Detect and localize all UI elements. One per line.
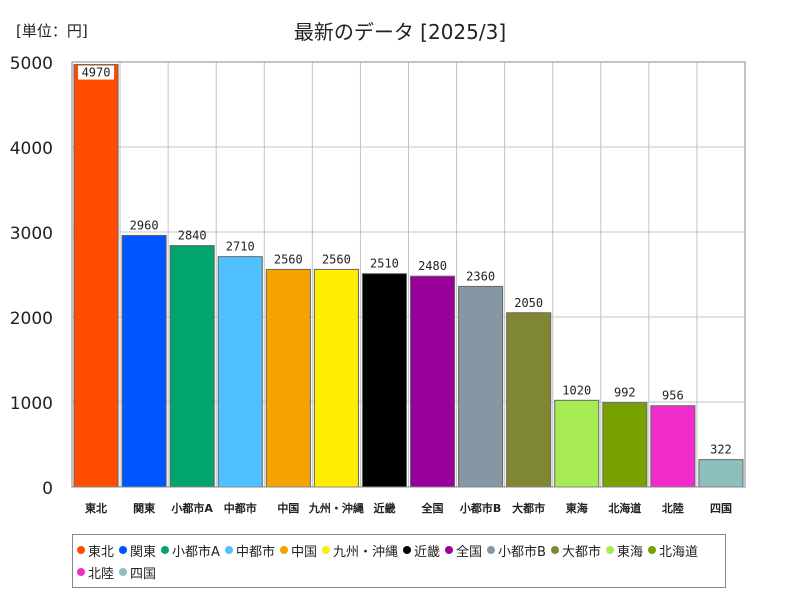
value-label: 322 — [710, 443, 732, 457]
legend-label: 四国 — [130, 566, 157, 582]
category-label: 中都市 — [224, 501, 257, 515]
legend-swatch — [647, 546, 656, 554]
category-label: 北陸 — [662, 501, 684, 515]
bar — [602, 402, 648, 488]
value-label: 956 — [662, 389, 684, 403]
value-label: 2560 — [322, 252, 351, 266]
legend-item: 九州・沖縄 — [321, 539, 398, 561]
legend-item: 東北 — [77, 539, 114, 561]
chart-legend: 東北 関東 小都市A 中都市 中国 九州・沖縄 近畿 全国 小都市B 大都市 東海 北海道北陸 四国 — [72, 534, 726, 588]
category-label: 小都市A — [170, 501, 213, 515]
value-label: 2360 — [466, 269, 495, 283]
legend-item: 中国 — [279, 539, 317, 561]
legend-item: 東海 — [605, 539, 643, 561]
value-label: 2960 — [130, 218, 159, 232]
category-label: 九州・沖縄 — [308, 501, 364, 515]
value-label: 1020 — [562, 383, 591, 397]
y-tick-label: 5000 — [10, 54, 53, 74]
legend-label: 小都市B — [498, 544, 546, 560]
value-label: 2560 — [274, 252, 303, 266]
legend-item: 関東 — [119, 539, 156, 561]
bar — [73, 64, 119, 488]
chart-title: 最新のデータ [2025/3] — [293, 20, 507, 44]
legend-swatch — [550, 546, 559, 554]
value-label: 2510 — [370, 257, 399, 271]
legend-swatch — [279, 546, 288, 554]
y-tick-label: 2000 — [10, 309, 53, 329]
legend-item: 大都市 — [550, 539, 601, 561]
legend-label: 北陸 — [88, 566, 115, 582]
legend-label: 関東 — [130, 544, 157, 560]
value-label: 2840 — [178, 229, 207, 243]
bar — [554, 399, 600, 488]
legend-item: 四国 — [119, 561, 156, 583]
bar — [169, 245, 215, 488]
legend-swatch — [402, 546, 411, 554]
legend-swatch — [77, 546, 85, 554]
value-label: 2050 — [514, 296, 543, 310]
legend-swatch — [77, 568, 85, 576]
category-label: 近畿 — [373, 501, 395, 515]
category-label: 全国 — [421, 501, 444, 515]
legend-label: 北海道 — [658, 544, 698, 560]
bar — [410, 275, 456, 488]
legend-swatch — [224, 546, 233, 554]
category-label: 中国 — [277, 501, 299, 515]
category-label: 東北 — [85, 501, 107, 515]
unit-label: [単位：円] — [16, 22, 88, 40]
legend-label: 大都市 — [561, 544, 601, 560]
y-tick-label: 0 — [42, 479, 53, 499]
legend-swatch — [605, 546, 614, 554]
legend-item: 中都市 — [224, 539, 275, 561]
category-label: 東海 — [566, 501, 588, 515]
legend-label: 全国 — [456, 544, 483, 560]
category-label: 北海道 — [608, 501, 641, 515]
value-label: 2710 — [226, 240, 255, 254]
legend-item: 北海道 — [647, 539, 698, 561]
legend-label: 中都市 — [235, 544, 275, 560]
value-label: 992 — [614, 386, 636, 400]
bar — [506, 312, 552, 488]
legend-item: 小都市B — [487, 539, 546, 561]
bar — [313, 268, 359, 488]
value-label-bg — [78, 65, 115, 80]
bar — [698, 459, 744, 488]
bar — [265, 268, 311, 488]
plot-frame — [71, 61, 746, 488]
category-label: 小都市B — [459, 501, 501, 515]
legend-item: 近畿 — [402, 539, 440, 561]
category-label: 四国 — [710, 502, 732, 515]
legend-label: 中国 — [290, 544, 317, 560]
bar-chart: 0 1000 2000 3000 4000 5000 4970 東北 2960 関東 2840 小都市… — [10, 54, 746, 515]
legend-swatch — [321, 546, 330, 554]
y-tick-label: 1000 — [10, 394, 53, 414]
legend-swatch — [119, 568, 128, 576]
bar — [650, 405, 696, 488]
bar — [458, 285, 504, 488]
legend-label: 東海 — [616, 544, 643, 560]
legend-swatch — [161, 546, 170, 554]
legend-label: 近畿 — [413, 544, 440, 560]
legend-item: 全国 — [445, 539, 482, 561]
legend-swatch — [445, 546, 453, 554]
y-tick-label: 3000 — [10, 224, 53, 244]
legend-label: 東北 — [88, 544, 115, 560]
value-label: 2480 — [418, 259, 447, 273]
category-label: 大都市 — [512, 501, 545, 515]
y-tick-label: 4000 — [10, 139, 53, 159]
legend-swatch — [487, 546, 496, 554]
bar — [361, 273, 407, 488]
bar — [217, 256, 263, 488]
bar — [121, 234, 167, 488]
value-label: 4970 — [82, 66, 111, 80]
legend-swatch — [119, 546, 128, 554]
legend-item: 北陸 — [77, 561, 114, 583]
legend-label: 九州・沖縄 — [332, 544, 398, 560]
category-label: 関東 — [133, 501, 156, 515]
legend-item: 小都市A — [161, 539, 220, 561]
legend-label: 小都市A — [172, 544, 220, 560]
